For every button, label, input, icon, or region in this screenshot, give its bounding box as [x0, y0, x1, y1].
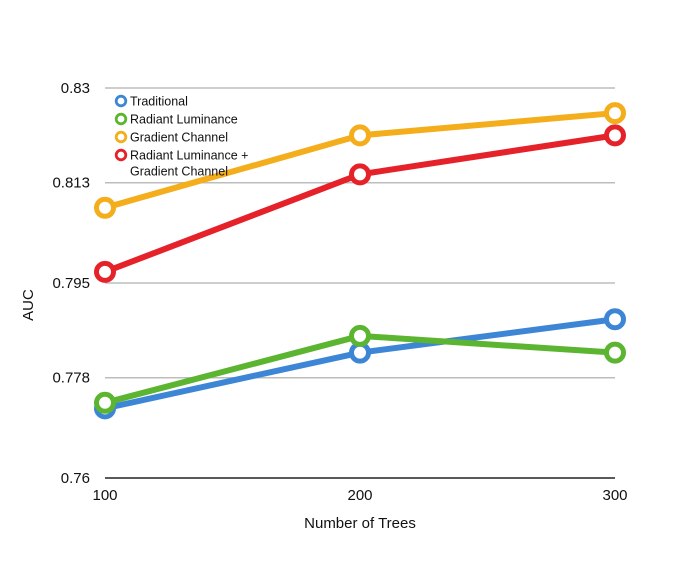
x-tick-labels: 100 200 300	[92, 487, 627, 504]
legend-label: Traditional	[130, 95, 188, 109]
x-tick-label: 200	[347, 487, 372, 504]
legend-marker	[114, 112, 128, 126]
data-point	[94, 196, 116, 219]
data-point	[94, 391, 116, 414]
y-tick-label: 0.795	[52, 275, 90, 292]
x-tick-label: 300	[602, 487, 627, 504]
data-point	[94, 260, 116, 283]
legend-marker	[114, 148, 128, 162]
legend: Traditional Radiant Luminance Gradient Cha…	[114, 94, 248, 179]
y-tick-label: 0.813	[52, 175, 90, 192]
legend-marker	[114, 130, 128, 144]
data-point	[604, 308, 626, 331]
y-tick-label: 0.83	[61, 80, 90, 97]
legend-label: Radiant Luminance	[130, 113, 238, 127]
data-point	[349, 163, 371, 186]
x-tick-label: 100	[92, 487, 117, 504]
data-point	[604, 102, 626, 125]
legend-label: Radiant Luminance +	[130, 149, 248, 163]
legend-marker	[114, 94, 128, 108]
x-axis-title: Number of Trees	[304, 515, 416, 532]
data-point	[604, 341, 626, 364]
y-axis-title: AUC	[20, 289, 37, 321]
data-point	[349, 324, 371, 347]
series-points	[94, 102, 626, 420]
legend-label: Gradient Channel	[130, 131, 228, 145]
legend-label: Gradient Channel	[130, 165, 228, 179]
y-tick-label: 0.76	[61, 470, 90, 487]
y-tick-label: 0.778	[52, 370, 90, 387]
y-tick-labels: 0.76 0.778 0.795 0.813 0.83	[52, 80, 90, 487]
data-point	[349, 124, 371, 147]
data-point	[604, 124, 626, 147]
